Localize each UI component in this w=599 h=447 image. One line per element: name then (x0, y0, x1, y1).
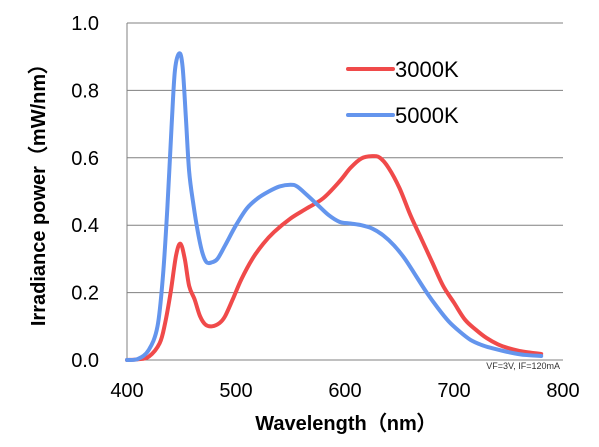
y-tick-label: 0.6 (71, 148, 99, 170)
x-tick-label: 400 (110, 380, 143, 402)
x-tick-label: 600 (328, 380, 361, 402)
legend: 3000K 5000K (346, 57, 459, 128)
axes (126, 23, 563, 361)
y-tick-label: 0.4 (71, 215, 99, 237)
legend-label-3000k: 3000K (395, 57, 459, 82)
series-line-3000k (125, 154, 544, 362)
measurement-condition-note: VF=3V, IF=120mA (486, 361, 560, 371)
x-tick-label: 700 (437, 380, 470, 402)
y-tick-label: 1.0 (71, 13, 99, 35)
legend-label-5000k: 5000K (395, 103, 459, 128)
y-tick-label: 0.8 (71, 80, 99, 102)
y-tick-label: 0.2 (71, 283, 99, 305)
y-axis-title: Irradiance power（mW/nm） (27, 54, 50, 326)
x-axis-title: Wavelength（nm） (255, 412, 437, 435)
gridlines (127, 22, 563, 294)
series-line-5000k (125, 51, 544, 363)
y-tick-label: 0.0 (71, 350, 99, 372)
series-lines (125, 51, 544, 363)
x-tick-labels: 400 500 600 700 800 (110, 380, 579, 402)
y-tick-labels: 0.0 0.2 0.4 0.6 0.8 1.0 (71, 13, 99, 372)
x-tick-label: 800 (546, 380, 579, 402)
x-tick-label: 500 (219, 380, 252, 402)
